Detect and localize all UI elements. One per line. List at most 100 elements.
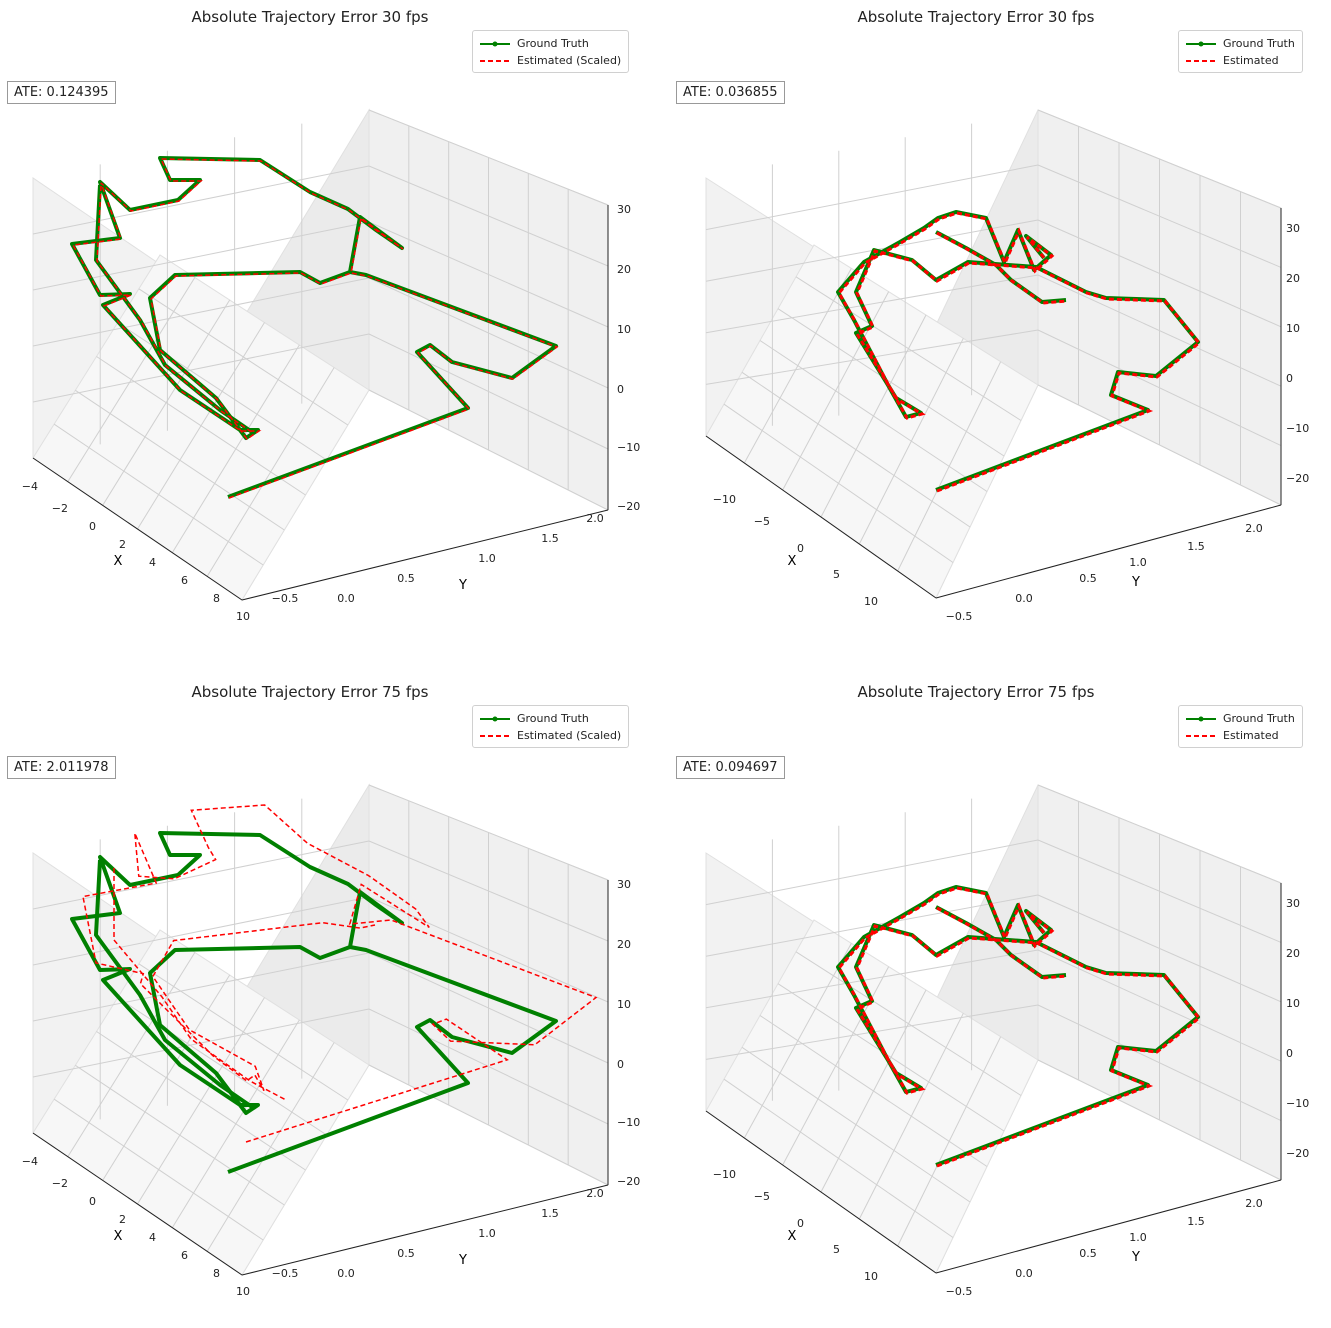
x-tick-label: −4: [22, 480, 38, 493]
x-tick-label: −4: [22, 1155, 38, 1168]
ate-annotation: ATE: 2.011978: [7, 756, 116, 779]
z-tick-label: 0: [617, 383, 624, 396]
gridline: [32, 840, 370, 910]
legend-label: Estimated: [1223, 54, 1279, 67]
x-tick-label: 0: [797, 1217, 804, 1230]
y-tick-label: 2.0: [1245, 1197, 1263, 1210]
z-tick-label: −10: [1286, 422, 1309, 435]
x-axis-label: X: [788, 1229, 797, 1244]
legend-label: Estimated (Scaled): [517, 54, 622, 67]
estimated-line: [936, 231, 1068, 305]
axes: [32, 205, 609, 601]
x-tick-label: 6: [181, 574, 188, 587]
z-tick-label: 10: [617, 998, 631, 1011]
legend-entry-ground-truth: Ground Truth: [480, 710, 621, 727]
gridline: [32, 277, 370, 347]
gridline: [32, 333, 370, 403]
ground-truth-line: [94, 859, 254, 1109]
legend-label: Estimated (Scaled): [517, 729, 622, 742]
y-tick-label: 1.0: [478, 1227, 496, 1240]
y-tick-label: 2.0: [586, 1187, 604, 1200]
y-axis-line: [935, 504, 1282, 599]
z-tick-label: 20: [617, 263, 631, 276]
z-tick-label: −10: [1286, 1097, 1309, 1110]
ate-annotation: ATE: 0.036855: [676, 81, 785, 104]
x-tick-label: 0: [797, 542, 804, 555]
estimated-swatch: [1186, 731, 1216, 741]
gridline: [138, 963, 349, 1101]
x-tick-label: 10: [864, 1270, 878, 1283]
legend-entry-estimated: Estimated: [1186, 727, 1295, 744]
z-tick-label: 10: [1286, 322, 1300, 335]
chart-panel-1: −4 −2 0 2 4 6 8 10 −0.5 0.0 0.5 1.0 1.5 2.0 30 20 10 0 −10…: [0, 0, 665, 653]
x-tick-label: −10: [713, 1168, 736, 1181]
x-tick-label: 10: [864, 595, 878, 608]
axes: [705, 883, 1282, 1274]
legend-entry-ground-truth: Ground Truth: [1186, 710, 1295, 727]
z-tick-label: −10: [617, 441, 640, 454]
y-tick-label: 1.0: [478, 552, 496, 565]
x-axis-label: X: [114, 554, 123, 569]
chart-plot-area: −10 −5 0 5 10 −0.5 0.0 0.5 1.0 1.5 2.0 30 20 10 0 −10 −2…: [705, 784, 1309, 1298]
ate-annotation: ATE: 0.094697: [676, 756, 785, 779]
y-tick-label: 0.0: [337, 592, 355, 605]
gridline: [705, 274, 1039, 334]
chart-title: Absolute Trajectory Error 30 fps: [857, 8, 1095, 26]
x-tick-label: −5: [754, 515, 770, 528]
legend-entry-estimated: Estimated (Scaled): [480, 52, 621, 69]
ground-truth-swatch: [480, 714, 510, 724]
x-tick-label: 8: [213, 1267, 220, 1280]
gridline: [705, 164, 1039, 231]
legend: Ground Truth Estimated: [1178, 705, 1303, 748]
y-axis-line: [241, 1184, 609, 1276]
z-tick-label: −20: [1286, 472, 1309, 485]
z-tick-label: 0: [617, 1058, 624, 1071]
x-tick-label: −2: [52, 502, 68, 515]
y-tick-label: 1.5: [541, 532, 559, 545]
y-tick-label: 0.5: [397, 572, 415, 585]
y-tick-label: 1.5: [541, 1207, 559, 1220]
x-tick-label: −2: [52, 1177, 68, 1190]
ground-truth-swatch: [480, 39, 510, 49]
axes: [705, 208, 1282, 599]
estimated-swatch: [480, 731, 510, 741]
estimated-line: [837, 211, 1202, 493]
x-tick-label: 10: [236, 1285, 250, 1298]
z-tick-label: 30: [617, 203, 631, 216]
y-tick-label: 0.5: [397, 1247, 415, 1260]
z-tick-label: 0: [1286, 372, 1293, 385]
legend-label: Ground Truth: [517, 37, 589, 50]
y-axis-label: Y: [458, 578, 467, 593]
y-tick-label: 0.0: [1015, 592, 1033, 605]
tick-labels: −10 −5 0 5 10 −0.5 0.0 0.5 1.0 1.5 2.0 30 20 10 0 −10 −2…: [713, 222, 1309, 623]
gridline: [32, 165, 370, 235]
chart-panel-2: −10 −5 0 5 10 −0.5 0.0 0.5 1.0 1.5 2.0 30 20 10 0 −10 −2…: [666, 0, 1331, 653]
legend-entry-estimated: Estimated (Scaled): [480, 727, 621, 744]
y-axis-label: Y: [1131, 575, 1140, 590]
y-tick-label: 0.5: [1079, 1247, 1097, 1260]
chart-title: Absolute Trajectory Error 75 fps: [191, 683, 429, 701]
y-tick-label: 2.0: [1245, 522, 1263, 535]
x-tick-label: 5: [833, 568, 840, 581]
x-tick-label: −5: [754, 1190, 770, 1203]
gridline: [795, 276, 1022, 421]
z-tick-label: −10: [617, 1116, 640, 1129]
estimated-line: [113, 868, 287, 1101]
z-tick-label: 20: [1286, 947, 1300, 960]
y-tick-label: 1.5: [1187, 1215, 1205, 1228]
x-axis-line: [705, 435, 937, 599]
estimated-swatch: [1186, 56, 1216, 66]
estimated-line: [837, 886, 1202, 1168]
x-tick-label: −10: [713, 493, 736, 506]
legend-label: Ground Truth: [517, 712, 589, 725]
y-tick-label: −0.5: [272, 592, 299, 605]
ground-truth-swatch: [1186, 714, 1216, 724]
chart-title: Absolute Trajectory Error 30 fps: [191, 8, 429, 26]
chart-panel-4: −10 −5 0 5 10 −0.5 0.0 0.5 1.0 1.5 2.0 30 20 10 0 −10 −2…: [666, 675, 1331, 1328]
y-axis-label: Y: [1131, 1250, 1140, 1265]
legend: Ground Truth Estimated (Scaled): [472, 30, 630, 73]
x-axis-line: [32, 457, 243, 601]
gridline: [32, 952, 370, 1022]
